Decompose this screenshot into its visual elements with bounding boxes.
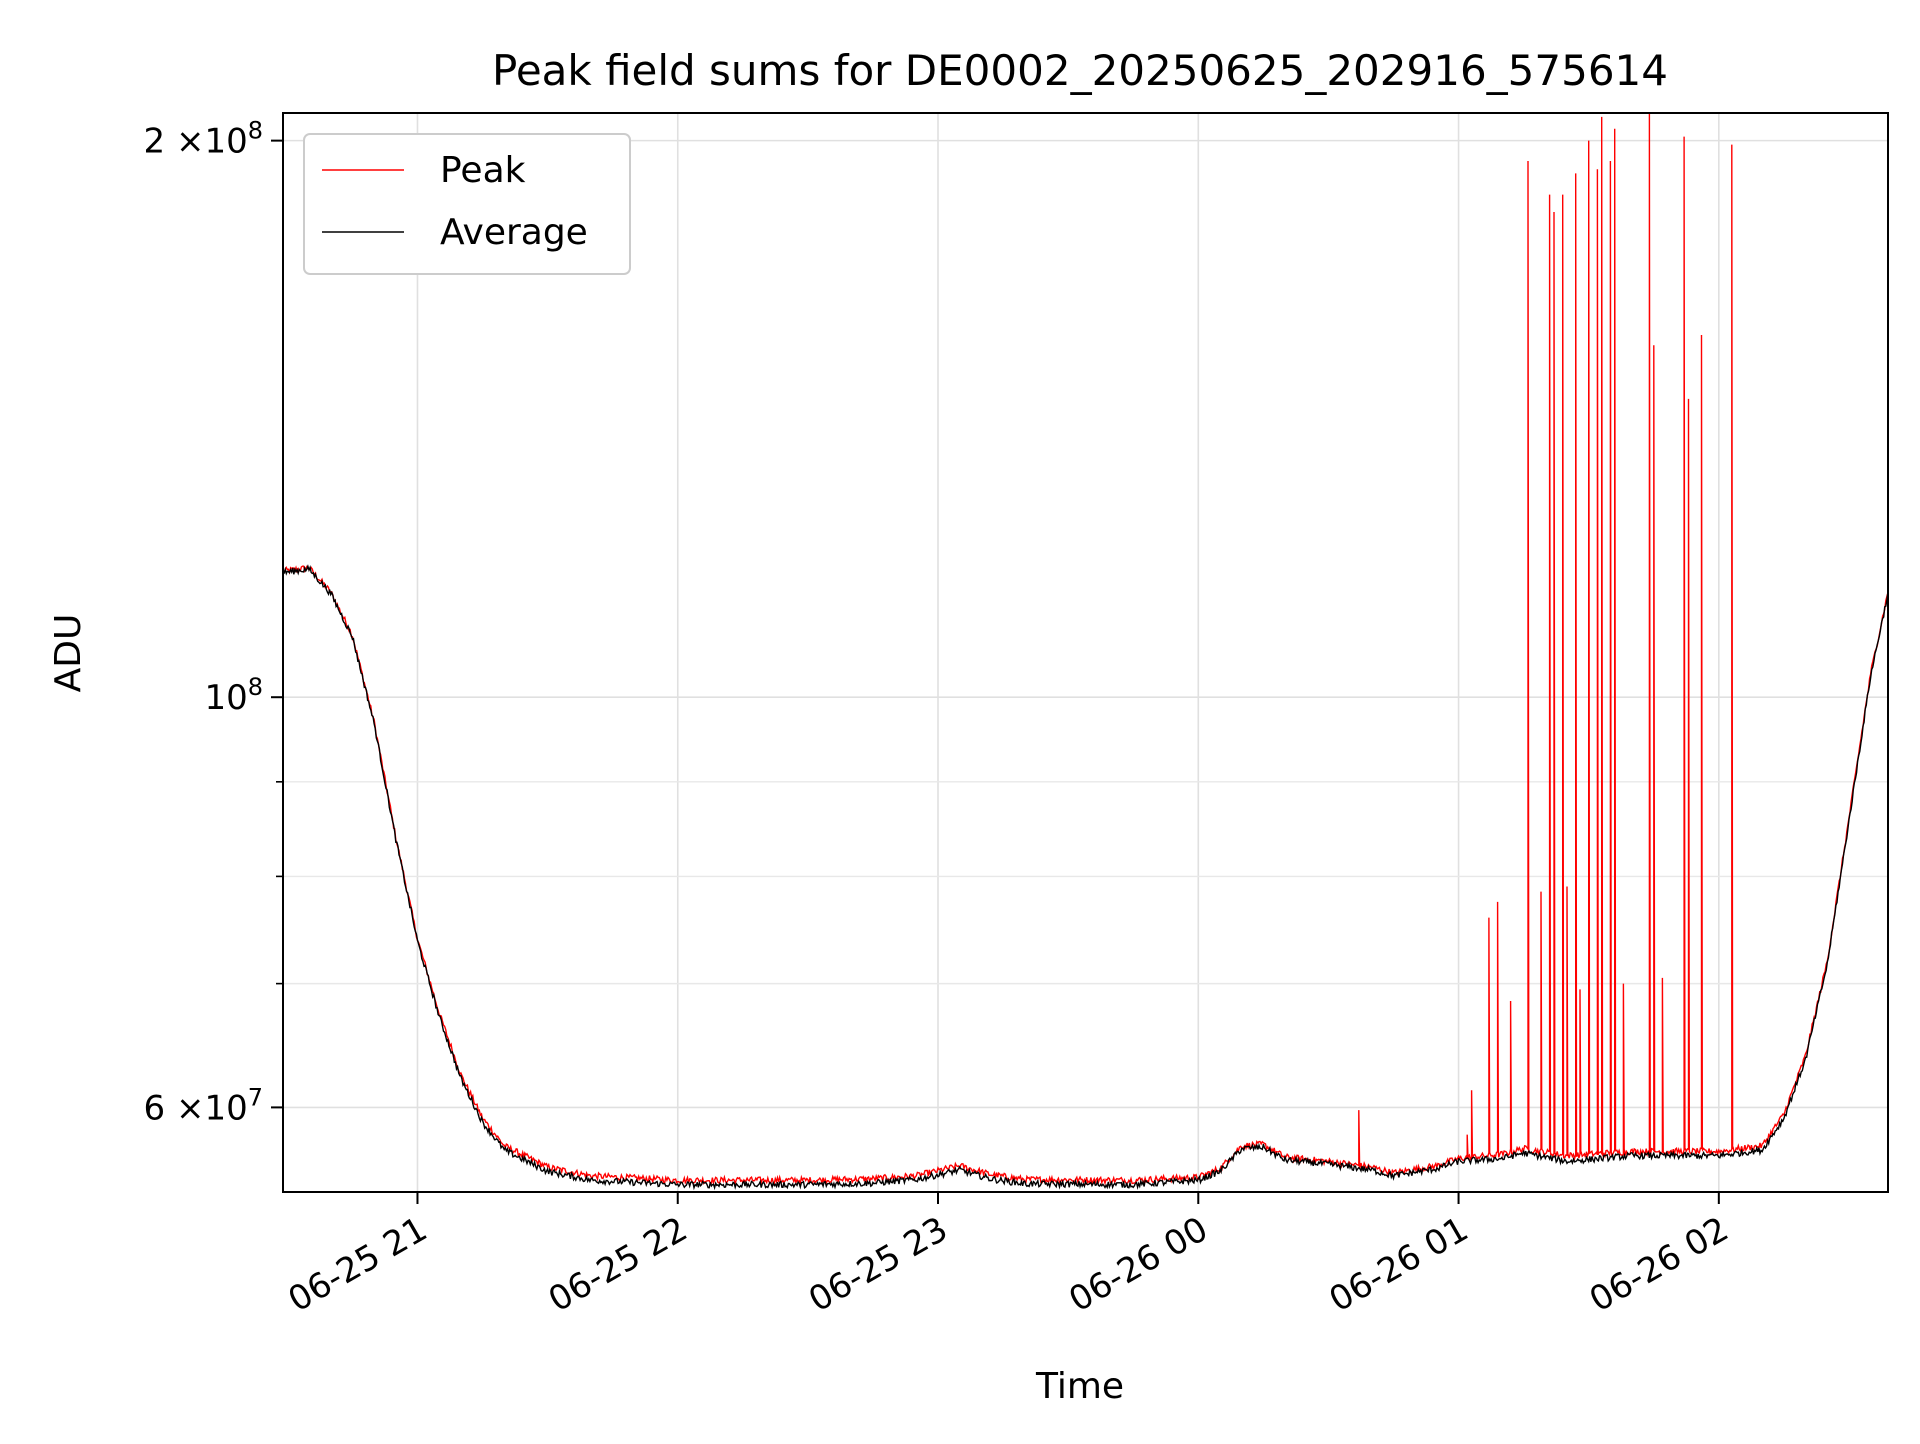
legend-box [303,133,631,275]
series-line-average [283,564,1888,1191]
y-tick-label: 2 ×108 [144,117,263,162]
y-tick-label: 108 [204,673,263,718]
y-axis-label: ADU [48,614,89,693]
y-tick-label: 6 ×107 [144,1083,263,1128]
legend: Peak Average [303,133,631,275]
series-layer [283,113,1888,1191]
x-axis-label: Time [1035,1366,1124,1407]
series-line-peak [283,113,1888,1186]
chart-title: Peak field sums for DE0002_20250625_2029… [492,46,1668,95]
legend-label-average: Average [440,212,588,253]
plot-frame [282,112,1889,1193]
legend-label-peak: Peak [440,150,526,191]
